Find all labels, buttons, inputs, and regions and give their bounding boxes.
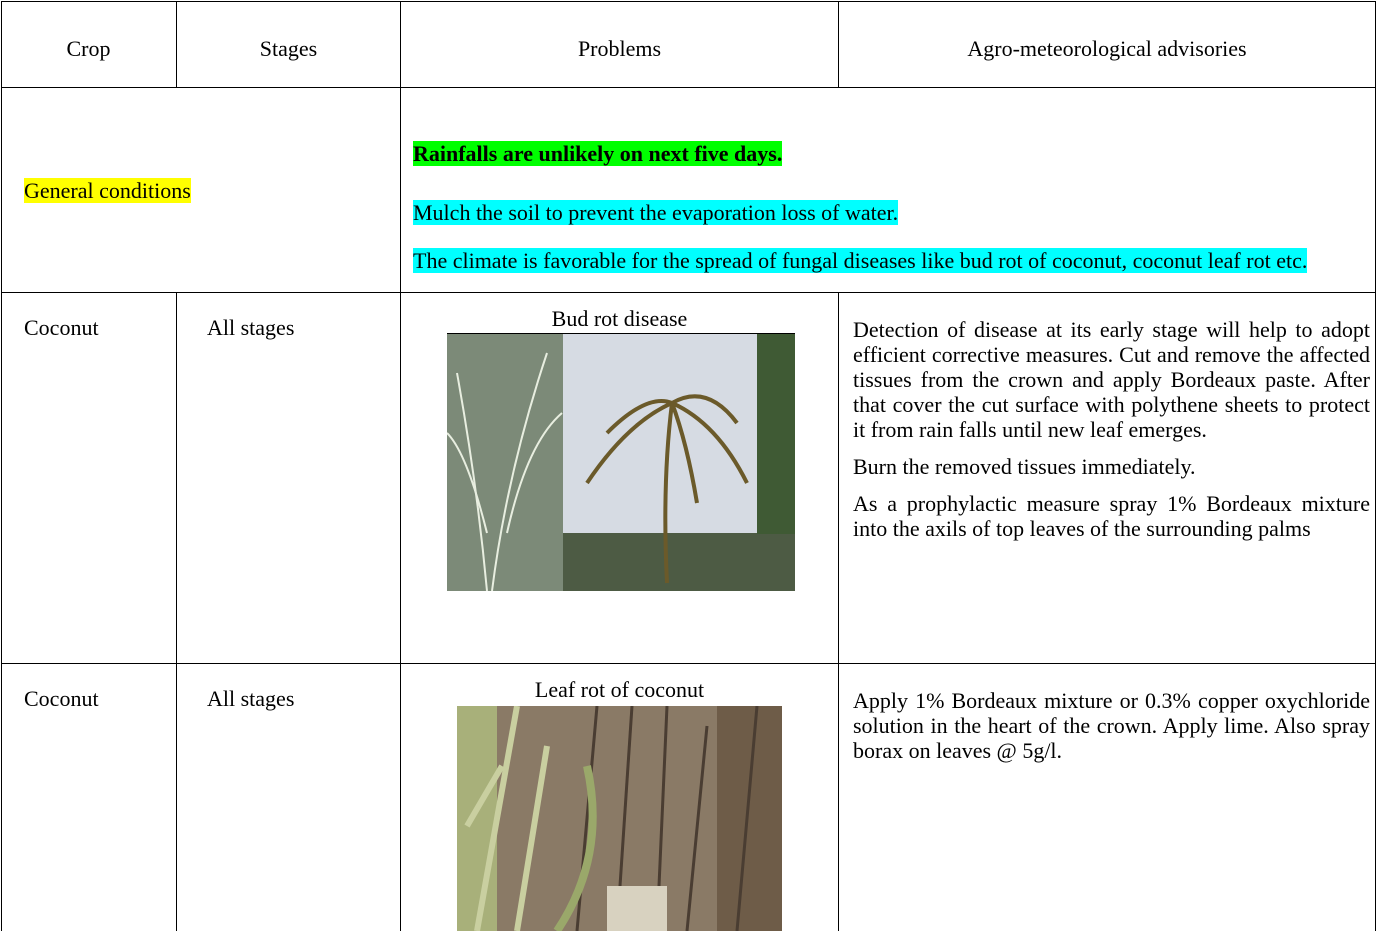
header-cell: Crop bbox=[66, 36, 111, 61]
border bbox=[176, 1, 177, 87]
border bbox=[400, 1, 401, 931]
border bbox=[838, 292, 839, 931]
border bbox=[1375, 1, 1376, 931]
problem: Leaf rot of coconut bbox=[534, 677, 705, 702]
header-cell: Agro-meteorological advisories bbox=[967, 36, 1247, 61]
border bbox=[1, 663, 1376, 664]
border bbox=[838, 1, 839, 87]
crop: Coconut bbox=[24, 315, 99, 340]
advisory: Detection of disease at its early stage … bbox=[853, 317, 1370, 553]
bud-rot-photo bbox=[447, 333, 795, 591]
leaf-rot-photo bbox=[457, 706, 782, 931]
advisory-paragraph: Burn the removed tissues immediately. bbox=[853, 454, 1196, 479]
problem: Bud rot disease bbox=[551, 306, 688, 331]
border bbox=[1, 1, 2, 931]
advisory-paragraph: As a prophylactic measure spray 1% Borde… bbox=[853, 491, 1370, 541]
general-label: General conditions bbox=[24, 178, 191, 203]
advisory-paragraph: Detection of disease at its early stage … bbox=[853, 317, 1370, 442]
header-cell: Problems bbox=[577, 36, 662, 61]
advisory: Apply 1% Bordeaux mixture or 0.3% copper… bbox=[853, 688, 1370, 775]
border bbox=[176, 292, 177, 931]
general-note: Mulch the soil to prevent the evaporatio… bbox=[413, 200, 899, 225]
border bbox=[1, 292, 1376, 293]
header-cell: Stages bbox=[259, 36, 318, 61]
general-note: The climate is favorable for the spread … bbox=[413, 248, 1308, 273]
border bbox=[1, 87, 1376, 88]
stage: All stages bbox=[207, 315, 295, 340]
stage: All stages bbox=[207, 686, 295, 711]
general-note: Rainfalls are unlikely on next five days… bbox=[413, 141, 783, 166]
advisory-paragraph: Apply 1% Bordeaux mixture or 0.3% copper… bbox=[853, 688, 1370, 763]
border bbox=[1, 1, 1376, 2]
crop: Coconut bbox=[24, 686, 99, 711]
